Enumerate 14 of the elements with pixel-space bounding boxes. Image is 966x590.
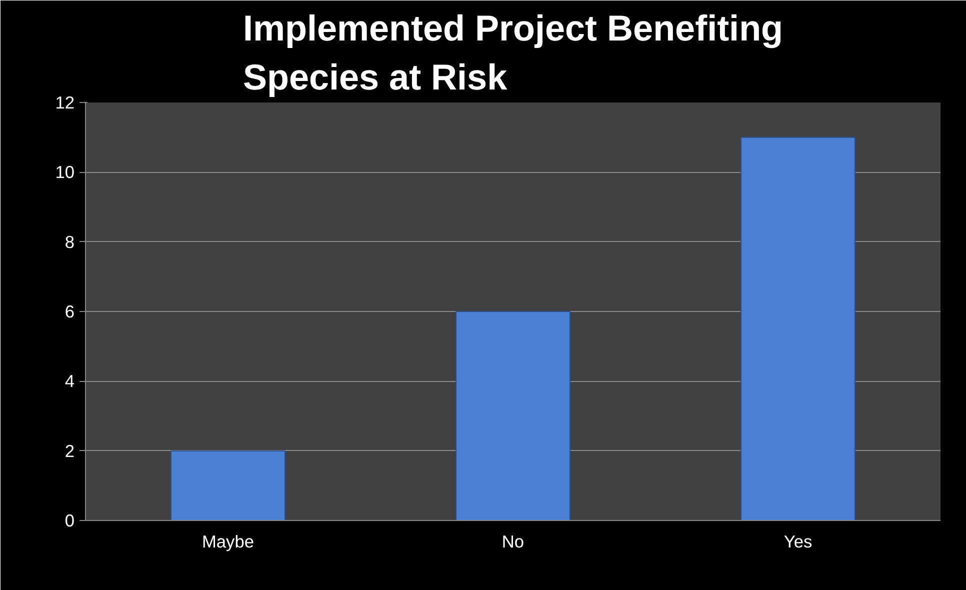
y-tick-label: 12 [55, 92, 75, 112]
chart-title: Implemented Project Benefiting Species at Risk [242, 7, 784, 98]
y-tick-label: 2 [64, 440, 75, 461]
y-tick-label: 0 [64, 510, 75, 530]
x-tick-label: Maybe [202, 532, 254, 552]
y-tick-label: 6 [64, 302, 75, 322]
x-tick-label: Yes [784, 532, 812, 552]
y-tick-label: 4 [64, 371, 75, 392]
y-tick-label: 10 [55, 162, 75, 182]
bar [170, 450, 286, 520]
bar [740, 136, 856, 520]
y-tick-label: 8 [64, 232, 75, 252]
bar [456, 311, 570, 520]
x-tick-label: No [502, 532, 524, 552]
